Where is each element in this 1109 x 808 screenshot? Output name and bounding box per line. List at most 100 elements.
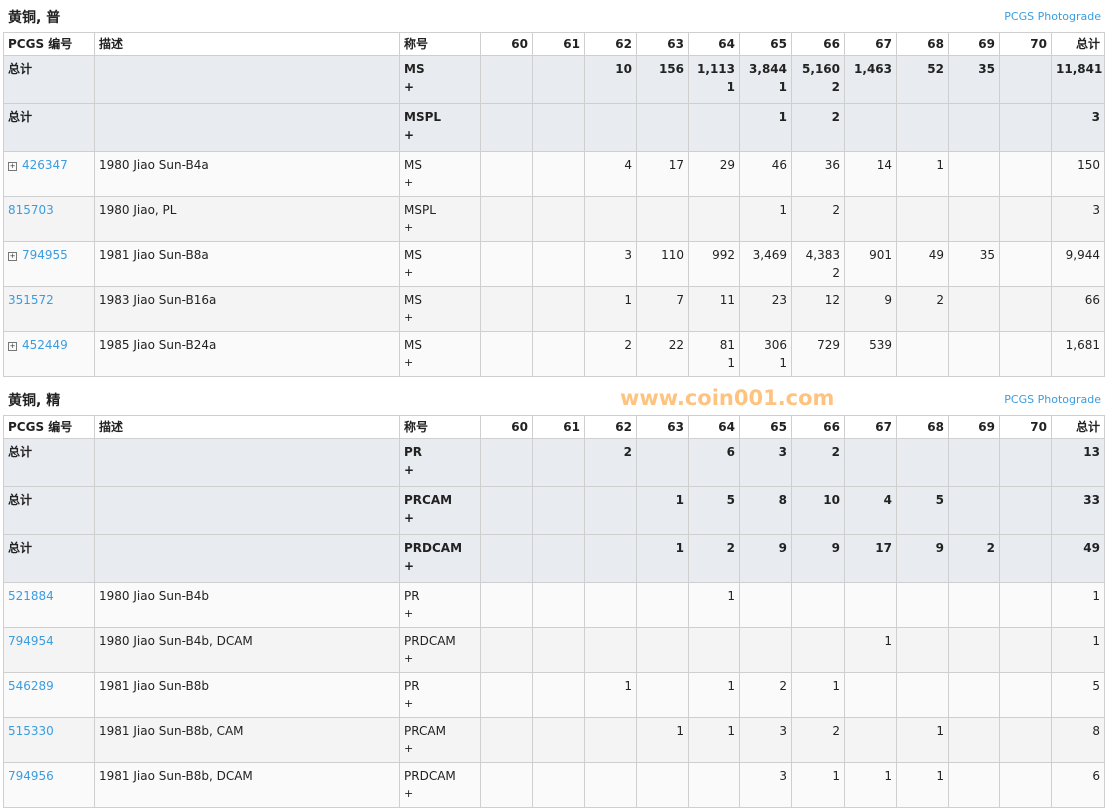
pcgs-number-link[interactable]: 521884 [8, 589, 54, 603]
expand-icon[interactable]: + [8, 252, 17, 261]
count: 2 [832, 724, 840, 738]
grade-count-cell [948, 672, 1000, 718]
count: 3 [778, 445, 787, 459]
grade-count-cell [896, 582, 949, 628]
count: 306 [764, 338, 787, 352]
table-row: +426347 1980 Jiao Sun-B4a MS +4 17 29 46 36 14 1 1… [3, 151, 1105, 197]
count: 22 [668, 338, 684, 352]
table-row: 815703 1980 Jiao, PL MSPL +1 2 3 [3, 196, 1105, 242]
grade-count-cell [999, 241, 1052, 287]
grade-count-cell: 2 [688, 534, 740, 583]
grade-count-cell: 5 [1051, 672, 1105, 718]
plus-count: 2 [832, 266, 840, 280]
expand-icon[interactable]: + [8, 342, 17, 351]
grade-count-cell: 1 [636, 486, 689, 535]
count: 539 [869, 338, 892, 352]
count: 9 [778, 541, 787, 555]
pcgs-photograde-link[interactable]: PCGS Photograde [1004, 393, 1101, 406]
grade-count-cell: 2 [791, 103, 845, 152]
grade-count-cell [791, 582, 845, 628]
count: 1,463 [854, 62, 892, 76]
grade-count-cell: 3 [739, 717, 792, 763]
designation-cell: MS + [399, 241, 481, 287]
grade-count-cell: 8 [1051, 717, 1105, 763]
designation: MS [404, 248, 422, 262]
pcgs-number-cell: 546289 [3, 672, 95, 718]
grade-count-cell [532, 582, 585, 628]
count: 2 [832, 203, 840, 217]
count: 5 [1092, 679, 1100, 693]
grade-count-cell [999, 486, 1052, 535]
description-cell [94, 438, 400, 487]
count: 4 [624, 158, 632, 172]
pcgs-photograde-link[interactable]: PCGS Photograde [1004, 10, 1101, 23]
column-header: 描述 [94, 415, 400, 439]
designation: MSPL [404, 110, 442, 124]
grade-count-cell: 2 [739, 672, 792, 718]
pcgs-number-cell: 794954 [3, 627, 95, 673]
pcgs-number-cell: +452449 [3, 331, 95, 377]
section-brass-business: 黄铜, 普 PCGS Photograde PCGS 编号 描述 称号 60 61 62 63 6… [0, 0, 1109, 377]
table-row: +452449 1985 Jiao Sun-B24a MS +2 22 81 1 306 1 72… [3, 331, 1105, 377]
grade-count-cell: 17 [636, 151, 689, 197]
grade-count-cell: 11 [688, 286, 740, 332]
plus-count: 1 [727, 356, 735, 370]
grade-count-cell: 992 [688, 241, 740, 287]
grade-count-cell: 36 [791, 151, 845, 197]
description: 1985 Jiao Sun-B24a [94, 331, 400, 377]
grade-count-cell: 5 [688, 486, 740, 535]
description: 1980 Jiao Sun-B4a [94, 151, 400, 197]
total-label: 总计 [3, 534, 95, 583]
grade-count-cell: 1,113 1 [688, 55, 740, 104]
count: 4,383 [805, 248, 840, 262]
pcgs-number-link[interactable]: 426347 [22, 158, 68, 172]
grade-count-cell [948, 762, 1000, 808]
grade-count-cell [948, 286, 1000, 332]
grade-count-cell [636, 103, 689, 152]
description-cell [94, 55, 400, 104]
header-row: PCGS 编号 描述 称号 60 61 62 63 64 65 66 67 68 69 70 总计 [3, 32, 1105, 56]
designation-cell: PRCAM + [399, 486, 481, 535]
column-header: 60 [480, 32, 533, 56]
description-cell [94, 103, 400, 152]
count: 110 [661, 248, 684, 262]
expand-icon[interactable]: + [8, 162, 17, 171]
pcgs-number-link[interactable]: 452449 [22, 338, 68, 352]
plus-count: 1 [778, 80, 787, 94]
grade-count-cell [844, 438, 897, 487]
grade-count-cell [739, 627, 792, 673]
grade-count-cell: 10 [791, 486, 845, 535]
grade-count-cell: 29 [688, 151, 740, 197]
description: 1981 Jiao Sun-B8b, DCAM [94, 762, 400, 808]
count: 11 [719, 293, 735, 307]
designation-cell: MS + [399, 286, 481, 332]
pcgs-number-link[interactable]: 351572 [8, 293, 54, 307]
plus-count: 2 [831, 80, 840, 94]
designation-cell: PRDCAM + [399, 762, 481, 808]
count: 1 [1092, 589, 1100, 603]
column-header: 64 [688, 415, 740, 439]
pcgs-number-link[interactable]: 794954 [8, 634, 54, 648]
count: 150 [1077, 158, 1100, 172]
pcgs-number-link[interactable]: 515330 [8, 724, 54, 738]
pcgs-number-link[interactable]: 815703 [8, 203, 54, 217]
pcgs-number-link[interactable]: 546289 [8, 679, 54, 693]
grade-count-cell: 1 [636, 534, 689, 583]
grade-count-cell [584, 486, 637, 535]
designation: MS [404, 158, 422, 172]
column-header: 描述 [94, 32, 400, 56]
population-table: PCGS 编号 描述 称号 60 61 62 63 64 65 66 67 68 69 70 总计 总计 MS +… [3, 32, 1105, 377]
description: 1981 Jiao Sun-B8b, CAM [94, 717, 400, 763]
count: 23 [771, 293, 787, 307]
grade-count-cell: 22 [636, 331, 689, 377]
column-header: 69 [948, 415, 1000, 439]
plus-label: + [404, 176, 414, 189]
count: 1 [675, 541, 684, 555]
grade-count-cell: 306 1 [739, 331, 792, 377]
grade-count-cell: 3,469 [739, 241, 792, 287]
count: 36 [824, 158, 840, 172]
count: 729 [817, 338, 840, 352]
pcgs-number-link[interactable]: 794956 [8, 769, 54, 783]
pcgs-number-link[interactable]: 794955 [22, 248, 68, 262]
grade-count-cell [948, 486, 1000, 535]
